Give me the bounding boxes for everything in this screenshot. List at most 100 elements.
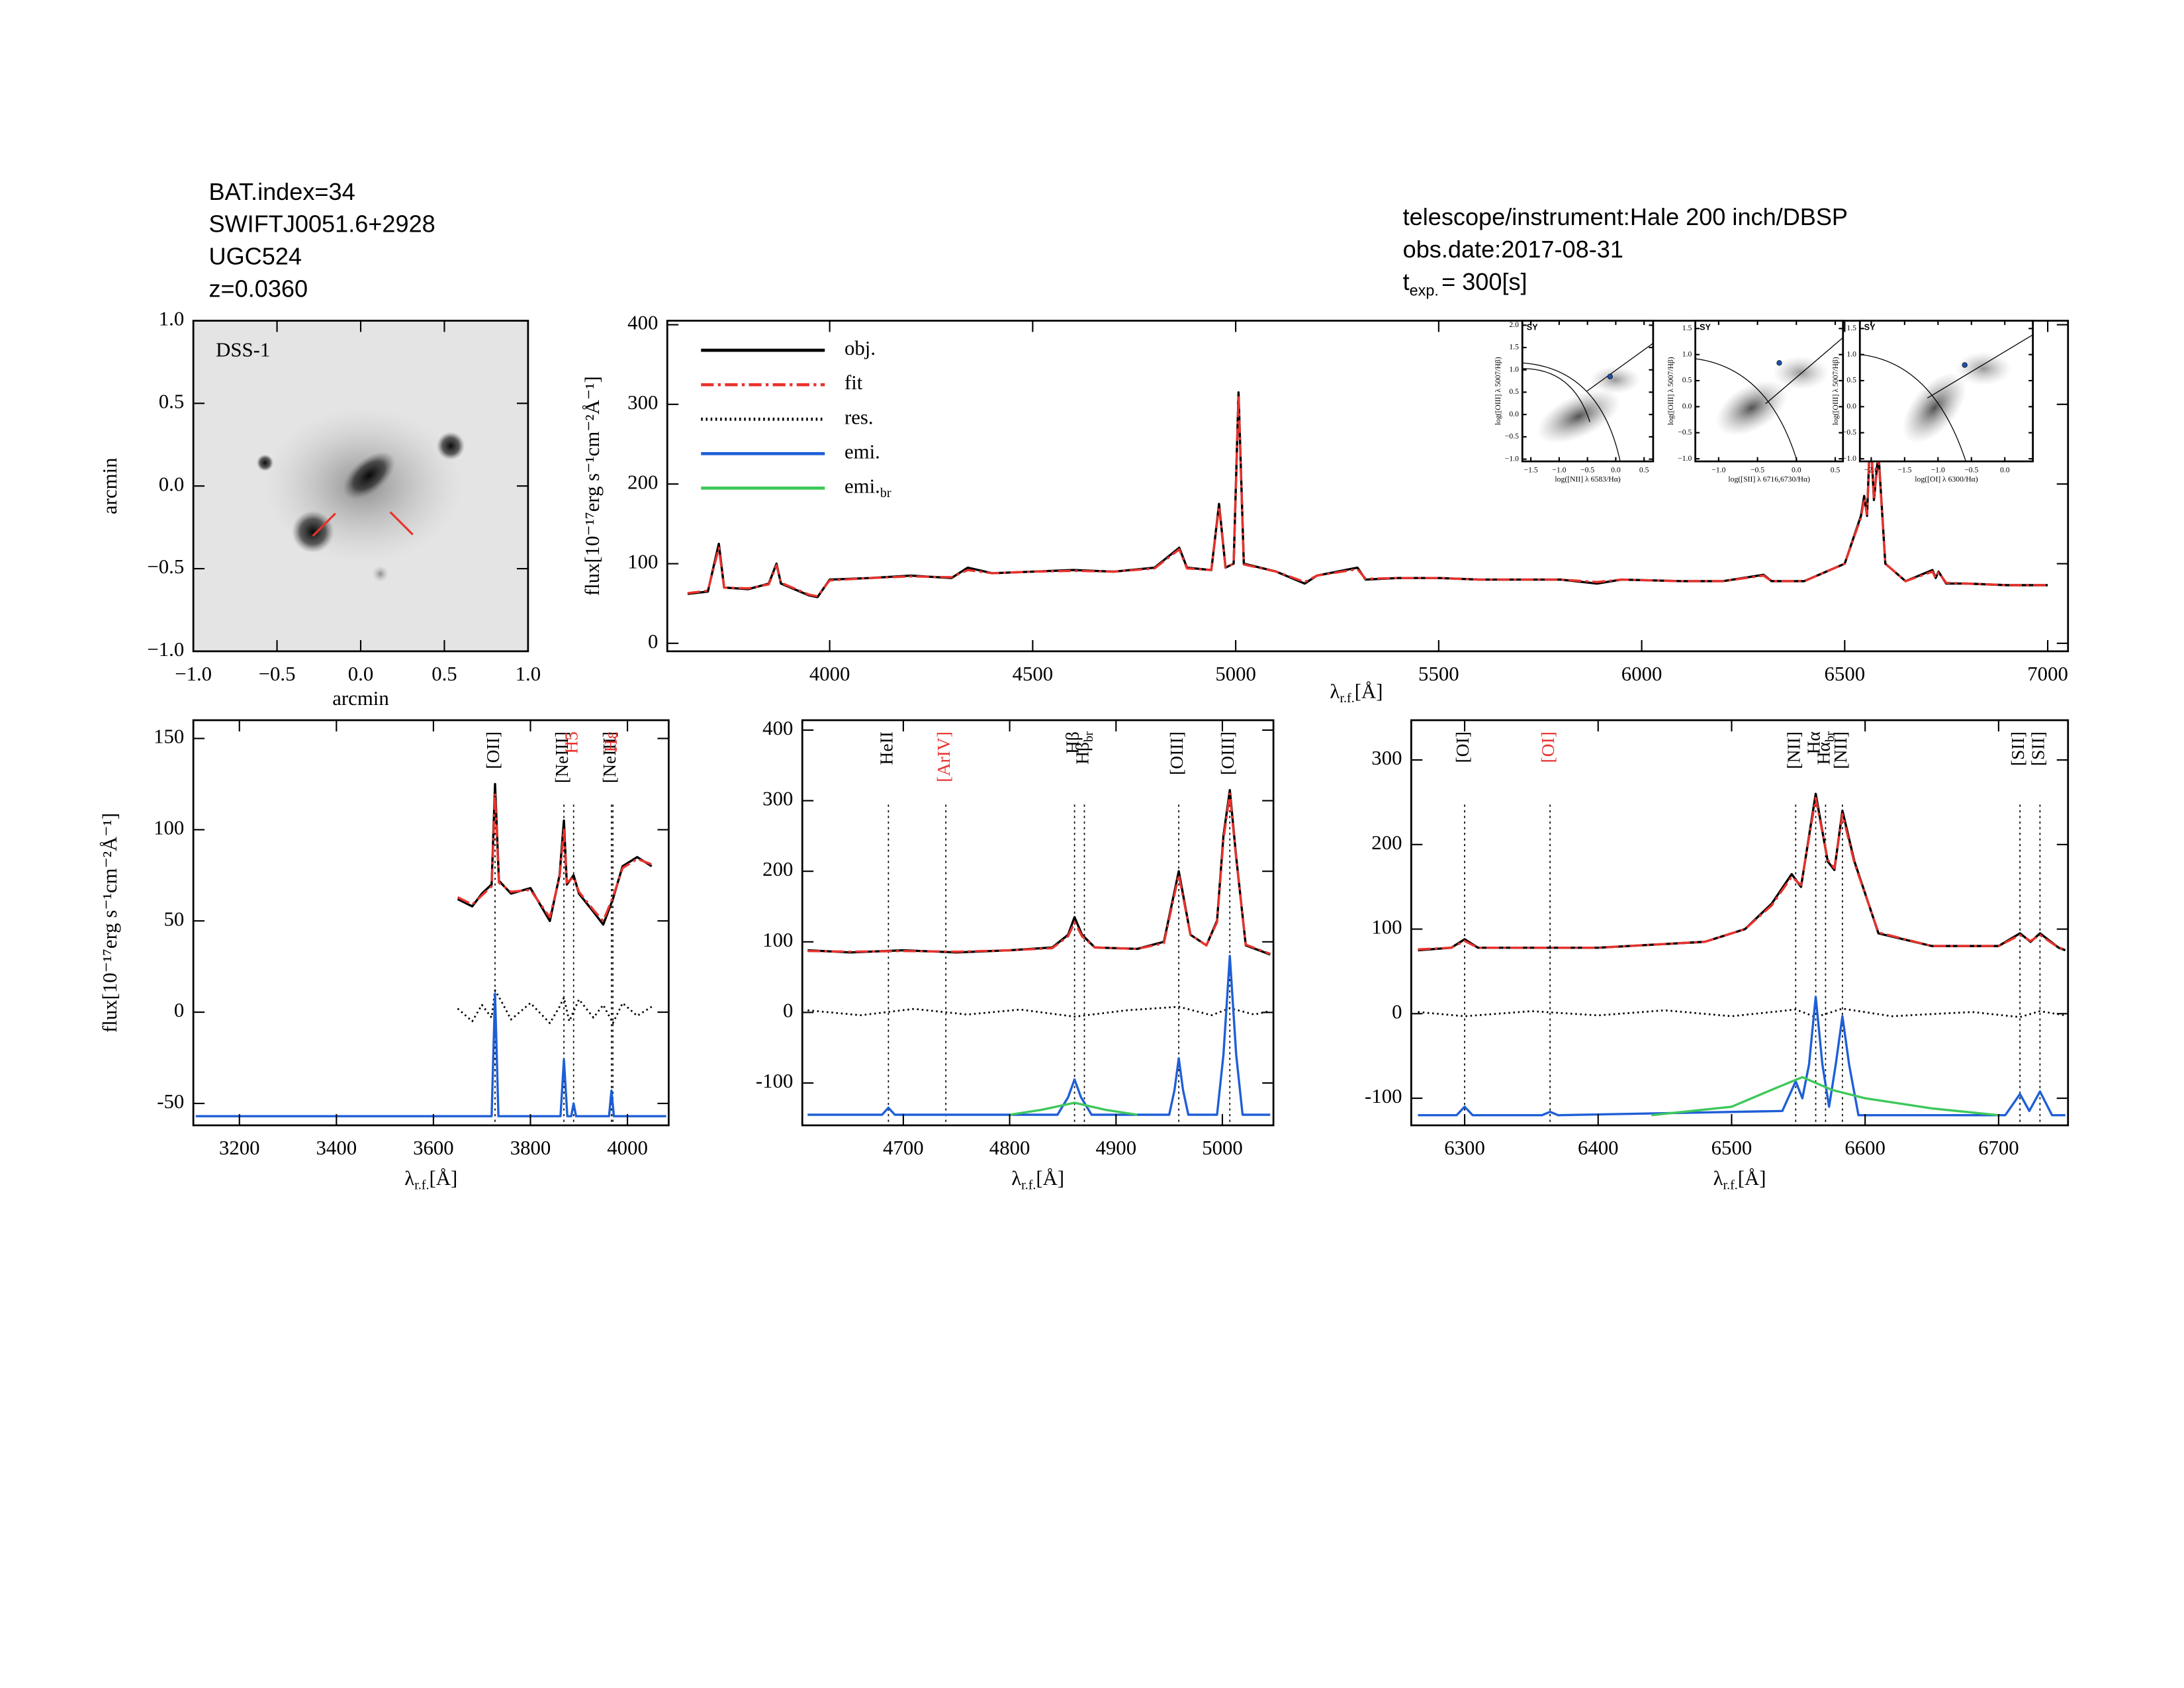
x-label-part: λ [404, 1167, 414, 1190]
legend-label: emi.br [844, 475, 891, 500]
spectrum-line [1418, 792, 2066, 952]
y-tick-label: 100 [762, 929, 793, 951]
x-label-part: [Å] [1036, 1167, 1064, 1190]
line-label: [OI] [1452, 731, 1473, 763]
line-label-text: [SII] [2007, 731, 2028, 766]
x-label-sub: r.f. [1021, 1178, 1036, 1192]
line-label-text: [NeIII] [551, 731, 572, 783]
legend-name: obj. [844, 337, 876, 359]
x-tick-label: −1.0 [1552, 466, 1566, 475]
y-tick-label: 400 [762, 717, 793, 739]
y-axis-label: log([OIII] λ 5007/Hβ) [1494, 357, 1502, 425]
line-label-text: Hβ [1062, 731, 1083, 754]
line-label-text: [NII] [1784, 731, 1804, 769]
x-tick-label: −1.0 [1931, 466, 1945, 475]
x-tick-label: 0.5 [1831, 466, 1841, 475]
x-axis-label: log([OI] λ 6300/Hα) [1915, 475, 1978, 484]
y-tick-label: 0.5 [1509, 387, 1519, 396]
header-line: obs.date:2017-08-31 [1403, 236, 1623, 263]
plot-frame [1410, 719, 2070, 1127]
legend-label: res. [844, 406, 874, 428]
y-axis-label: arcmin [99, 457, 121, 514]
legend-name: emi. [844, 475, 880, 497]
inset-annotation: SY [1700, 322, 1711, 332]
line-label-text: Hα [1813, 742, 1834, 765]
line-label-sub: br [1082, 731, 1096, 742]
spectrum-line [195, 992, 666, 1117]
y-tick-label: 200 [762, 858, 793, 880]
line-label-text: [NeIII] [599, 731, 619, 783]
legend-name: fit [844, 371, 863, 394]
y-tick-label: 1.5 [1846, 324, 1856, 332]
y-axis-label: flux[10⁻¹⁷erg s⁻¹cm⁻²Å⁻¹] [99, 813, 121, 1033]
x-tick-label: 7000 [2027, 663, 2068, 685]
y-tick-label: 0 [783, 999, 793, 1021]
line-label: Hβbr [1072, 731, 1097, 765]
y-tick-label: 0.5 [159, 390, 185, 412]
line-label: H5 [561, 731, 582, 754]
spectrum-line [457, 989, 653, 1024]
bpt-point [1607, 373, 1613, 379]
x-tick-label: 4800 [989, 1137, 1030, 1159]
legend-label: emi. [844, 440, 880, 463]
exposure: texp. = 300[s] [1403, 268, 1527, 299]
line-label-text: [ArIV] [934, 731, 954, 782]
y-tick-label: 50 [163, 908, 184, 930]
x-tick-label: −0.5 [259, 663, 296, 685]
x-tick-label: 3800 [510, 1137, 551, 1159]
line-label-text: Hβ [1072, 742, 1093, 765]
legend-label: fit [844, 371, 863, 394]
x-tick-label: −1.5 [1897, 466, 1911, 475]
bpt-point [1962, 362, 1968, 368]
y-tick-label: 300 [762, 788, 793, 810]
line-label-text: [OII] [482, 731, 503, 769]
x-axis-label: λr.f.[Å] [1713, 1167, 1766, 1192]
line-label-text: [OIII] [1218, 731, 1238, 775]
y-tick-label: 1.5 [1509, 343, 1519, 352]
line-label: Hαbr [1813, 731, 1838, 765]
exposure-text: = 300[s] [1441, 268, 1527, 295]
plot-frame [1858, 320, 2034, 463]
legend-label: obj. [844, 337, 876, 359]
exposure-symbol: t [1403, 268, 1410, 295]
line-label: [OII] [482, 731, 503, 769]
y-tick-label: 2.0 [1509, 320, 1519, 329]
x-tick-label: −0.5 [1964, 466, 1978, 475]
x-tick-label: 0.5 [1639, 466, 1649, 475]
y-tick-label: −0.5 [1843, 428, 1856, 436]
x-axis-label: λr.f.[Å] [1011, 1167, 1064, 1192]
line-label: [NII] [1784, 731, 1804, 769]
x-axis-label: λr.f.[Å] [1330, 680, 1383, 706]
y-tick-label: −0.5 [147, 555, 184, 578]
y-tick-label: 1.5 [1682, 324, 1692, 332]
line-label: [SII] [2028, 731, 2048, 766]
y-tick-label: −1.0 [1678, 454, 1692, 463]
y-tick-label: 100 [1371, 916, 1402, 939]
line-label: [NII] [1830, 731, 1850, 769]
line-label-text: Hε [600, 731, 621, 753]
x-tick-label: 4000 [809, 663, 850, 685]
y-tick-label: −0.5 [1678, 428, 1692, 436]
spectrum-line [807, 792, 1271, 955]
y-tick-label: 200 [627, 471, 658, 493]
x-tick-label: −0.5 [1751, 466, 1764, 475]
line-label: [NeIII] [551, 731, 572, 783]
y-axis-label: log([OIII] λ 5007/Hβ) [1666, 357, 1675, 425]
line-label: [OIII] [1218, 731, 1238, 775]
line-label-text: [OI] [1537, 731, 1558, 763]
line-label: Hα [1803, 731, 1824, 754]
bpt-density [1522, 334, 2033, 461]
y-tick-label: −1.0 [147, 638, 184, 661]
plot-frame [1694, 320, 1844, 463]
line-label-text: H5 [561, 731, 582, 754]
x-tick-label: −1.5 [1524, 466, 1537, 475]
line-label-text: Hα [1803, 731, 1824, 754]
x-tick-label: −0.5 [1580, 466, 1594, 475]
y-tick-label: −1.0 [1505, 454, 1519, 463]
x-tick-label: 6500 [1711, 1137, 1752, 1159]
x-tick-label: 4900 [1096, 1137, 1137, 1159]
spectrum-line [1418, 796, 2066, 951]
line-label: [NeIII] [599, 731, 619, 783]
y-axis-label: log([OIII] λ 5007/Hβ) [1831, 357, 1840, 425]
